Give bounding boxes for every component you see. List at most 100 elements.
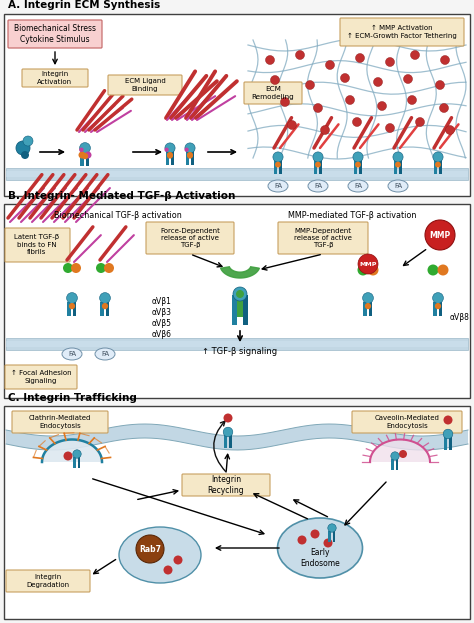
Bar bbox=[4, 14, 470, 196]
Circle shape bbox=[346, 95, 355, 105]
Text: ↑ Focal Adhesion
Signaling: ↑ Focal Adhesion Signaling bbox=[11, 370, 71, 384]
Bar bbox=[394, 160, 397, 174]
Circle shape bbox=[320, 125, 329, 135]
Bar bbox=[73, 457, 76, 468]
Text: MMP-Dependent
release of active
TGF-β: MMP-Dependent release of active TGF-β bbox=[294, 227, 352, 249]
Circle shape bbox=[435, 303, 441, 309]
Text: ECM
Remodeling: ECM Remodeling bbox=[252, 86, 294, 100]
Text: Force-Dependent
release of active
TGF-β: Force-Dependent release of active TGF-β bbox=[160, 227, 220, 249]
Bar bbox=[399, 160, 402, 174]
Text: A. Integrin ECM Synthesis: A. Integrin ECM Synthesis bbox=[8, 0, 160, 10]
Circle shape bbox=[435, 162, 441, 168]
Circle shape bbox=[395, 162, 401, 168]
Circle shape bbox=[446, 125, 455, 135]
FancyBboxPatch shape bbox=[146, 222, 234, 254]
Circle shape bbox=[374, 77, 383, 87]
Bar bbox=[224, 435, 227, 448]
Polygon shape bbox=[370, 439, 430, 462]
Circle shape bbox=[340, 74, 349, 82]
Circle shape bbox=[187, 152, 193, 158]
Circle shape bbox=[223, 427, 233, 437]
Circle shape bbox=[377, 102, 386, 110]
Circle shape bbox=[273, 152, 283, 162]
Circle shape bbox=[164, 566, 173, 574]
Circle shape bbox=[416, 118, 425, 126]
Bar bbox=[86, 151, 90, 166]
Circle shape bbox=[399, 450, 407, 458]
FancyBboxPatch shape bbox=[6, 570, 90, 592]
Text: ↑ TGF-β signaling: ↑ TGF-β signaling bbox=[202, 348, 278, 356]
Circle shape bbox=[71, 263, 81, 273]
Circle shape bbox=[425, 220, 455, 250]
Bar bbox=[191, 151, 194, 165]
Circle shape bbox=[236, 290, 244, 298]
Circle shape bbox=[96, 263, 106, 273]
FancyBboxPatch shape bbox=[22, 69, 88, 87]
Circle shape bbox=[104, 263, 114, 273]
Text: Early
Endosome: Early Endosome bbox=[300, 548, 340, 568]
Circle shape bbox=[313, 103, 322, 113]
Bar bbox=[279, 160, 282, 174]
Circle shape bbox=[440, 55, 449, 65]
FancyBboxPatch shape bbox=[5, 228, 70, 262]
Text: Integrin
Activation: Integrin Activation bbox=[37, 71, 73, 85]
Circle shape bbox=[393, 152, 403, 162]
Circle shape bbox=[363, 293, 374, 303]
Bar bbox=[274, 160, 277, 174]
Circle shape bbox=[310, 530, 319, 538]
Circle shape bbox=[64, 452, 73, 460]
Bar bbox=[243, 295, 248, 325]
Bar bbox=[434, 302, 437, 316]
Ellipse shape bbox=[277, 518, 363, 578]
Text: Rab7: Rab7 bbox=[139, 545, 161, 553]
Bar bbox=[444, 437, 447, 450]
Circle shape bbox=[428, 265, 438, 275]
Circle shape bbox=[355, 162, 361, 168]
Bar bbox=[6, 338, 468, 350]
Circle shape bbox=[16, 141, 30, 155]
Bar bbox=[4, 406, 470, 619]
Circle shape bbox=[323, 538, 332, 548]
Circle shape bbox=[63, 263, 73, 273]
Circle shape bbox=[436, 80, 445, 90]
Text: MMP-mediated TGF-β activation: MMP-mediated TGF-β activation bbox=[288, 211, 416, 219]
Bar bbox=[333, 531, 336, 542]
Text: Caveolin-Mediated
Endocytosis: Caveolin-Mediated Endocytosis bbox=[374, 416, 439, 429]
Ellipse shape bbox=[348, 180, 368, 192]
Circle shape bbox=[403, 75, 412, 83]
Bar bbox=[439, 160, 442, 174]
Circle shape bbox=[80, 143, 91, 153]
Text: MMP: MMP bbox=[429, 231, 451, 239]
Circle shape bbox=[165, 143, 175, 153]
Circle shape bbox=[275, 162, 281, 168]
Circle shape bbox=[326, 60, 335, 70]
Circle shape bbox=[385, 123, 394, 133]
Text: Biomechanical Stress
Cytokine Stimulus: Biomechanical Stress Cytokine Stimulus bbox=[14, 24, 96, 44]
Ellipse shape bbox=[308, 180, 328, 192]
Text: Clathrin-Mediated
Endocytosis: Clathrin-Mediated Endocytosis bbox=[29, 416, 91, 429]
Bar bbox=[186, 151, 189, 165]
Bar bbox=[166, 151, 169, 165]
Bar bbox=[314, 160, 317, 174]
Bar bbox=[354, 160, 357, 174]
Circle shape bbox=[271, 75, 280, 85]
FancyBboxPatch shape bbox=[340, 18, 464, 46]
Text: FA: FA bbox=[314, 183, 322, 189]
Circle shape bbox=[23, 136, 33, 146]
Circle shape bbox=[391, 452, 399, 460]
Circle shape bbox=[313, 152, 323, 162]
Circle shape bbox=[295, 50, 304, 60]
Circle shape bbox=[79, 148, 83, 152]
Text: FA: FA bbox=[394, 183, 402, 189]
Circle shape bbox=[433, 293, 443, 303]
Bar bbox=[81, 151, 83, 166]
Text: Biomechanical TGF-β activation: Biomechanical TGF-β activation bbox=[54, 211, 182, 219]
FancyBboxPatch shape bbox=[244, 82, 302, 104]
Circle shape bbox=[79, 151, 85, 158]
FancyBboxPatch shape bbox=[352, 411, 462, 433]
FancyBboxPatch shape bbox=[12, 411, 108, 433]
Bar bbox=[171, 151, 174, 165]
Circle shape bbox=[82, 153, 88, 159]
Circle shape bbox=[328, 524, 336, 532]
Circle shape bbox=[67, 293, 77, 303]
